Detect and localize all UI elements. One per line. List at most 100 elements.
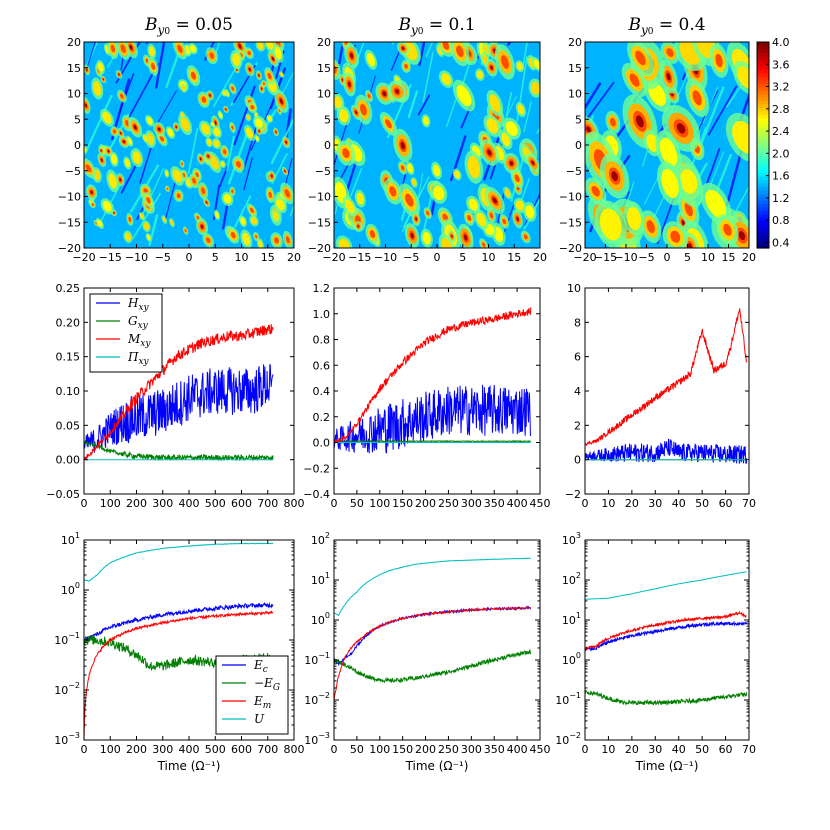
vortex-ring [242, 232, 251, 246]
vortex-ring [132, 151, 142, 164]
vortex-ring [530, 81, 540, 95]
x-tick-label: 500 [205, 497, 226, 510]
vortex [273, 127, 279, 137]
vortex-peak [107, 149, 110, 153]
x-tick-label: 400 [179, 743, 200, 756]
vortex-ring [338, 238, 350, 248]
vortex-ring [201, 123, 211, 135]
vortex [255, 70, 262, 81]
vortex-ring [97, 62, 104, 72]
heatmap-panel-0: −20 −15 −10 −5 0 5 10 15 20−20−15−10−505101520By… [58, 15, 301, 264]
vortex [420, 228, 433, 248]
vortex-ring [366, 53, 376, 67]
vortex-core [151, 62, 156, 70]
x-tick-label: 40 [672, 743, 686, 756]
vortex-ring [441, 73, 451, 85]
vortex-ring [143, 222, 150, 231]
vortex-core [502, 218, 507, 225]
vortex-ring [257, 42, 264, 50]
vortex-ring [162, 216, 167, 223]
vortex [99, 108, 114, 127]
colorbar-band [757, 62, 769, 67]
legend-sub: xy [140, 339, 151, 349]
vortex-peak [129, 45, 133, 50]
vortex [660, 42, 680, 64]
legend-sub: m [263, 701, 272, 711]
vortex [379, 111, 397, 136]
y-tick-label: −0.4 [303, 488, 330, 501]
series-line [84, 610, 274, 740]
colorbar-band [757, 234, 769, 239]
legend-sub: xy [138, 303, 149, 313]
y-tick-base: 10 [311, 574, 325, 587]
x-tick-label: 800 [284, 497, 305, 510]
vortex-peak [285, 140, 288, 144]
y-tick-base: 10 [562, 534, 576, 547]
x-tick-label: 350 [484, 743, 505, 756]
vortex [431, 161, 443, 180]
vortex-ring [267, 115, 272, 122]
vortex-ring [504, 188, 511, 198]
y-tick-exp: 0 [576, 651, 581, 660]
vortex [89, 201, 96, 209]
streak [418, 42, 426, 67]
vortex-ring [516, 62, 523, 71]
y-tick-base: 10 [562, 654, 576, 667]
vortex [188, 43, 198, 55]
vortex-peak [666, 72, 671, 81]
vortex-ring [467, 156, 481, 179]
vortex-ring [274, 47, 282, 60]
vortex-ring [180, 112, 185, 118]
x-tick-label: 350 [484, 497, 505, 510]
vortex [520, 230, 531, 244]
x-tick-label: 100 [369, 743, 390, 756]
legend-main: −E [254, 676, 273, 690]
vortex [252, 116, 265, 131]
vortex [254, 134, 260, 143]
streak [156, 90, 177, 125]
vortex-ring [486, 118, 499, 134]
vortex-ring [456, 85, 472, 107]
title-prefix: B [627, 15, 641, 35]
x-tick-label: 700 [257, 743, 278, 756]
y-tick-label: 10−3 [304, 731, 330, 747]
vortex [165, 185, 171, 192]
x-tick-label: 60 [719, 497, 733, 510]
vortex-core [120, 44, 126, 53]
y-tick-exp: 1 [325, 571, 330, 580]
vortex-peak [119, 178, 122, 182]
colorbar-tick-label: 0.4 [772, 236, 790, 249]
y-tick-label: 0.00 [56, 454, 81, 467]
colorbar-tick-label: 3.2 [772, 81, 790, 94]
vortex [659, 59, 678, 94]
x-tick-label: 600 [231, 497, 252, 510]
vortex [217, 110, 224, 120]
y-tick-label: 15 [67, 62, 81, 75]
streak [226, 135, 235, 172]
vortex [387, 80, 407, 103]
legend-main: E [253, 694, 263, 708]
y-tick-exp: −2 [318, 691, 330, 700]
vortex-core [181, 162, 184, 166]
vortex [709, 43, 729, 78]
vortex [503, 152, 520, 174]
title-prefix: B [397, 15, 411, 35]
streak [522, 42, 529, 67]
vortex-ring [250, 216, 258, 225]
x-tick-label: 400 [507, 743, 528, 756]
vortex [343, 72, 356, 97]
y-tick-label: 20 [67, 36, 81, 49]
vortex-core [514, 174, 520, 183]
x-tick-label: 450 [530, 743, 551, 756]
x-tick-label: −20 [573, 251, 596, 264]
y-tick-label: 0 [575, 139, 582, 152]
y-tick-label: 15 [568, 62, 582, 75]
colorbar-band [757, 96, 769, 101]
x-tick-label: 100 [369, 497, 390, 510]
y-tick-label: 10−2 [555, 731, 581, 747]
x-tick-label: 5 [212, 251, 219, 264]
y-tick-exp: 1 [75, 531, 80, 540]
vortex [245, 113, 252, 122]
vortex-ring [468, 198, 478, 211]
vortex-core [389, 186, 397, 197]
